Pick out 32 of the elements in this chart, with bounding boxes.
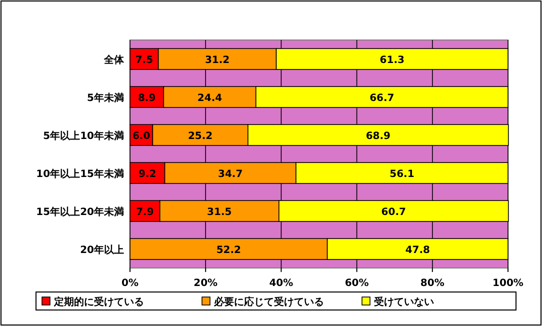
x-tick-label: 60% — [344, 278, 369, 289]
x-tick-label: 40% — [269, 278, 294, 289]
data-label: 7.9 — [136, 207, 154, 218]
y-tick-label: 全体 — [103, 54, 125, 66]
data-label: 31.2 — [204, 55, 230, 66]
data-label: 52.2 — [216, 245, 242, 256]
data-label: 31.5 — [207, 207, 232, 218]
x-tick-label: 100% — [492, 278, 524, 289]
y-tick-label: 5年以上10年未満 — [43, 130, 124, 142]
data-label: 66.7 — [370, 93, 394, 104]
data-label: 9.2 — [138, 169, 156, 180]
data-label: 56.1 — [390, 169, 414, 180]
x-tick-label: 20% — [194, 278, 218, 289]
data-label: 24.4 — [197, 93, 222, 104]
data-label: 25.2 — [188, 131, 213, 142]
legend-label: 定期的に受けている — [53, 296, 144, 308]
legend-label: 受けていない — [373, 296, 434, 308]
data-label: 34.7 — [218, 169, 243, 180]
x-tick-label: 80% — [420, 278, 444, 289]
data-label: 6.0 — [132, 131, 150, 142]
y-tick-label: 15年以上20年未満 — [36, 206, 124, 218]
data-label: 61.3 — [380, 55, 405, 66]
y-tick-label: 20年以上 — [80, 244, 124, 256]
data-label: 8.9 — [138, 93, 156, 104]
legend-label: 必要に応じて受けている — [213, 296, 324, 308]
data-label: 60.7 — [381, 207, 406, 218]
data-label: 7.5 — [135, 55, 154, 66]
y-tick-label: 5年未満 — [87, 92, 124, 104]
data-label: 68.9 — [366, 131, 391, 142]
y-tick-label: 10年以上15年未満 — [36, 168, 124, 180]
data-label: 47.8 — [405, 245, 430, 256]
x-tick-label: 0% — [122, 278, 138, 289]
